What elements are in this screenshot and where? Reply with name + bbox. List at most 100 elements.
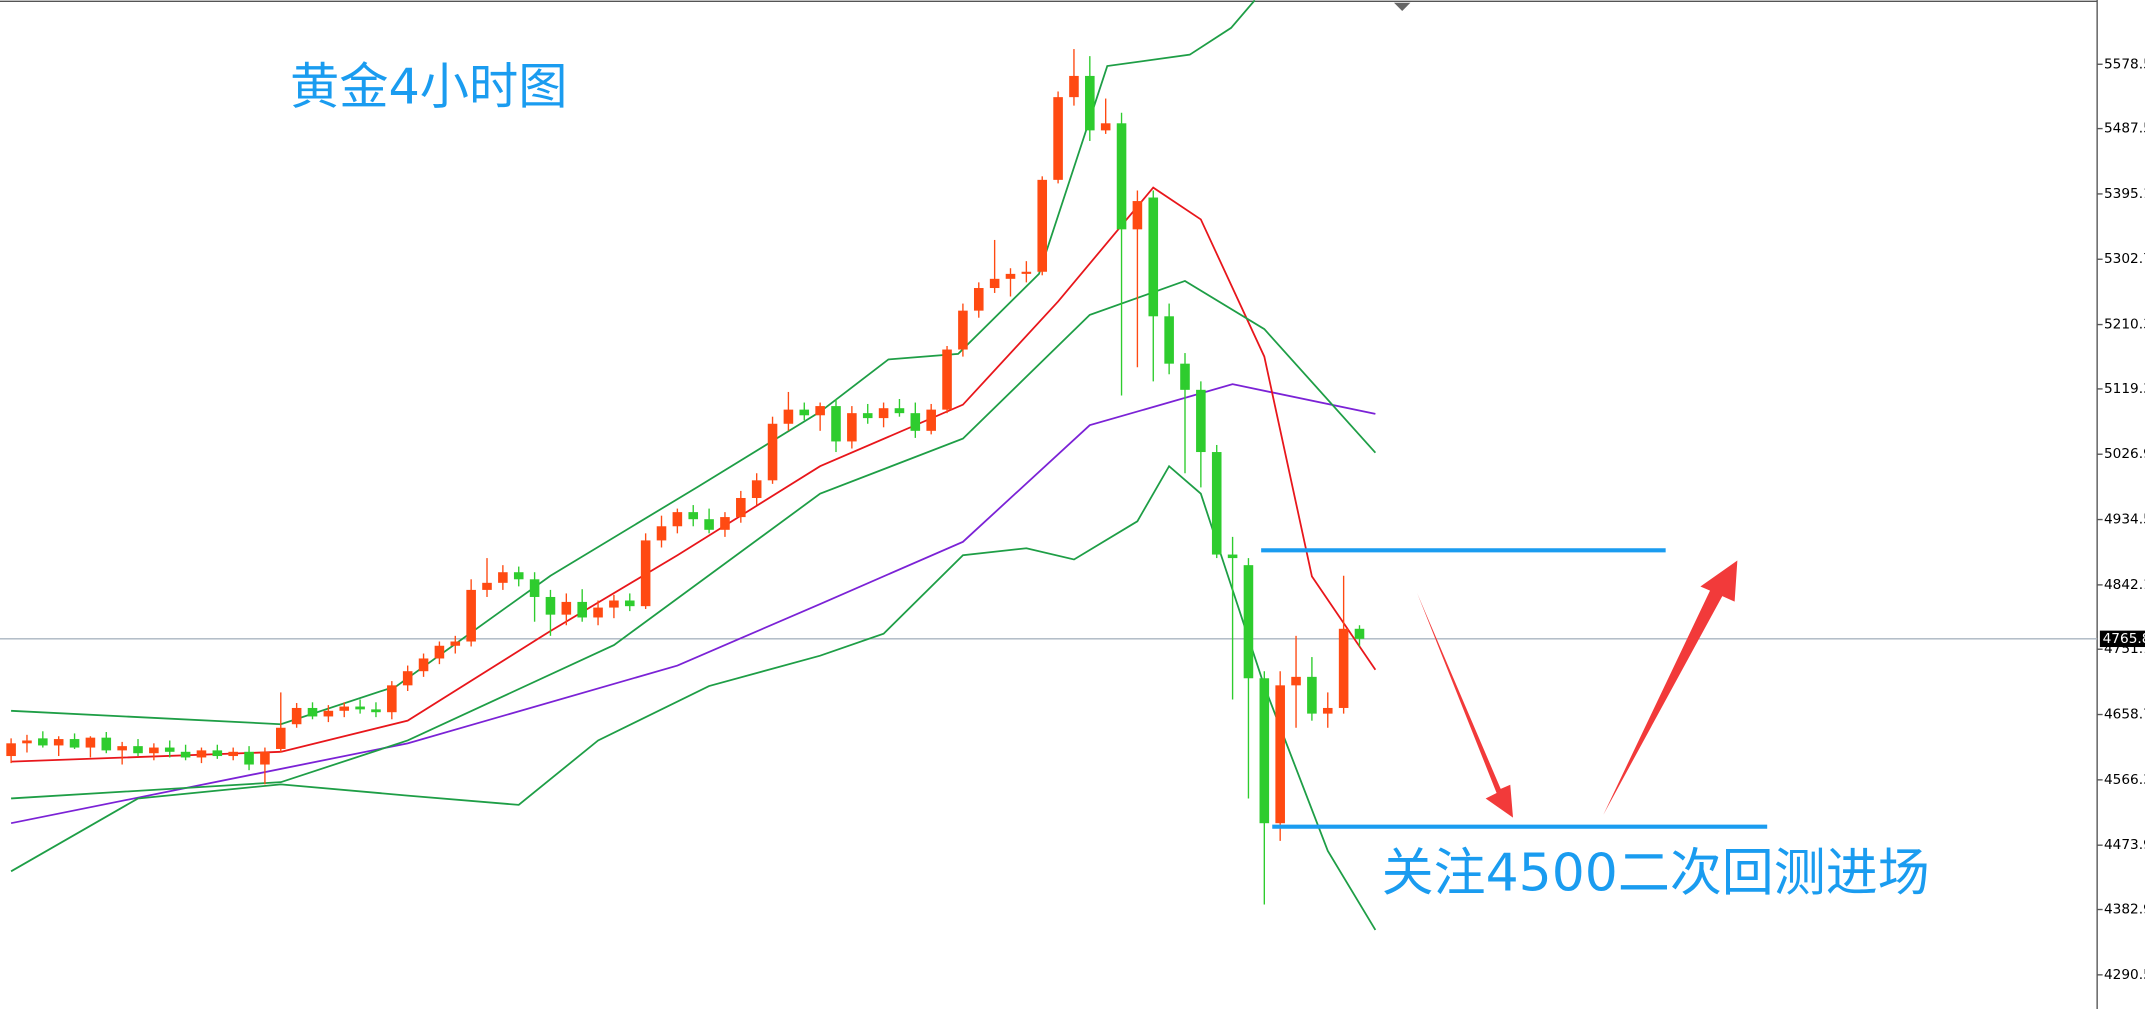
y-tick-label: 4934.5 bbox=[2104, 512, 2145, 528]
candle-body bbox=[910, 413, 921, 431]
candle-body bbox=[672, 512, 683, 527]
candle-body bbox=[656, 526, 667, 541]
candle-body bbox=[640, 540, 651, 607]
candle-body bbox=[1259, 678, 1270, 824]
candle-body bbox=[1275, 685, 1285, 824]
candle-body bbox=[418, 658, 429, 672]
candle-body bbox=[6, 743, 16, 757]
candle-body bbox=[212, 750, 223, 757]
candle-body bbox=[355, 706, 365, 710]
candle-body bbox=[228, 751, 238, 757]
candle-body bbox=[450, 641, 461, 646]
candle-body bbox=[260, 751, 270, 765]
candle-body bbox=[1100, 123, 1111, 131]
candle-body bbox=[402, 671, 413, 686]
candle-body bbox=[1322, 707, 1333, 714]
down-arrow bbox=[1417, 593, 1514, 818]
annotation: 关注4500二次回测进场 bbox=[1382, 843, 1930, 903]
candle-body bbox=[751, 480, 762, 498]
candle-body bbox=[117, 746, 127, 751]
candle-body bbox=[958, 310, 968, 350]
candle-body bbox=[1069, 75, 1079, 98]
candle-body bbox=[609, 600, 619, 608]
candle-body bbox=[513, 572, 524, 580]
candle-body bbox=[1243, 565, 1254, 679]
candle-body bbox=[704, 519, 714, 530]
candle-body bbox=[180, 751, 191, 758]
candle-body bbox=[1085, 75, 1095, 131]
series-layer bbox=[0, 0, 2098, 931]
candle-body bbox=[561, 601, 572, 615]
candle-body bbox=[1307, 676, 1317, 714]
y-tick-label: 5578.5 bbox=[2104, 56, 2145, 72]
candle-body bbox=[1227, 554, 1238, 559]
candle-body bbox=[942, 349, 952, 410]
candle-body bbox=[1005, 273, 1016, 279]
candle-body bbox=[1291, 676, 1301, 686]
candle-body bbox=[133, 746, 143, 754]
candle-body bbox=[973, 288, 984, 311]
candle-body bbox=[847, 413, 857, 442]
candle-body bbox=[878, 408, 889, 419]
candle-body bbox=[53, 739, 64, 746]
candle-body bbox=[69, 739, 80, 748]
candle-body bbox=[22, 740, 32, 744]
candle-body bbox=[1037, 179, 1048, 272]
y-tick-label: 5302.7 bbox=[2104, 251, 2145, 267]
indicator-line bbox=[11, 279, 1377, 800]
candle-body bbox=[244, 751, 254, 765]
candle-body bbox=[624, 600, 635, 607]
candle-body bbox=[926, 409, 936, 431]
candle-body bbox=[1132, 201, 1143, 230]
y-tick-label: 4382.9 bbox=[2104, 902, 2145, 918]
candle-body bbox=[815, 406, 825, 416]
candle-body bbox=[1021, 271, 1032, 274]
y-tick-label: 4566.3 bbox=[2104, 772, 2145, 788]
current-price-label: 4765.8 bbox=[2103, 631, 2145, 647]
candle-body bbox=[149, 747, 159, 754]
y-tick-label: 4842.1 bbox=[2104, 577, 2145, 593]
candle-body bbox=[1211, 452, 1222, 555]
candle-body bbox=[831, 406, 841, 442]
candle-body bbox=[529, 579, 540, 597]
candle-body bbox=[434, 645, 445, 659]
candle-body bbox=[545, 596, 556, 615]
candle-body bbox=[466, 589, 476, 642]
candle-body bbox=[164, 747, 175, 752]
indicator-line bbox=[10, 383, 1376, 825]
y-tick-label: 5119.3 bbox=[2104, 381, 2145, 397]
candle-body bbox=[894, 408, 905, 414]
current-price-box bbox=[2099, 630, 2145, 648]
scroll-marker bbox=[1393, 2, 1411, 11]
candle-body bbox=[1164, 316, 1174, 364]
candle-body bbox=[1053, 97, 1063, 180]
y-tick-label: 5210.3 bbox=[2104, 317, 2145, 333]
indicator-line bbox=[11, 186, 1377, 763]
candle-body bbox=[275, 727, 286, 749]
candle-body bbox=[101, 737, 112, 751]
indicator-line bbox=[10, 464, 1377, 931]
candle-body bbox=[307, 707, 318, 717]
candle-body bbox=[593, 607, 603, 618]
candle-body bbox=[1354, 628, 1365, 639]
candle-body bbox=[371, 709, 381, 713]
candle-body bbox=[387, 685, 397, 713]
candle-body bbox=[783, 409, 794, 424]
y-tick-label: 4658.7 bbox=[2104, 707, 2145, 723]
candle-body bbox=[688, 512, 699, 520]
candle-body bbox=[1116, 123, 1127, 230]
candle-body bbox=[38, 738, 48, 746]
y-tick-label: 5487.5 bbox=[2104, 121, 2145, 137]
candle-body bbox=[720, 517, 730, 530]
candle-body bbox=[1180, 363, 1190, 390]
candle-body bbox=[339, 706, 350, 711]
y-tick-label: 4290.5 bbox=[2104, 967, 2145, 983]
candle-body bbox=[196, 750, 207, 758]
candle-body bbox=[1148, 197, 1159, 317]
candle-body bbox=[799, 409, 810, 416]
candle-body bbox=[85, 737, 96, 748]
candle-body bbox=[989, 278, 1000, 289]
